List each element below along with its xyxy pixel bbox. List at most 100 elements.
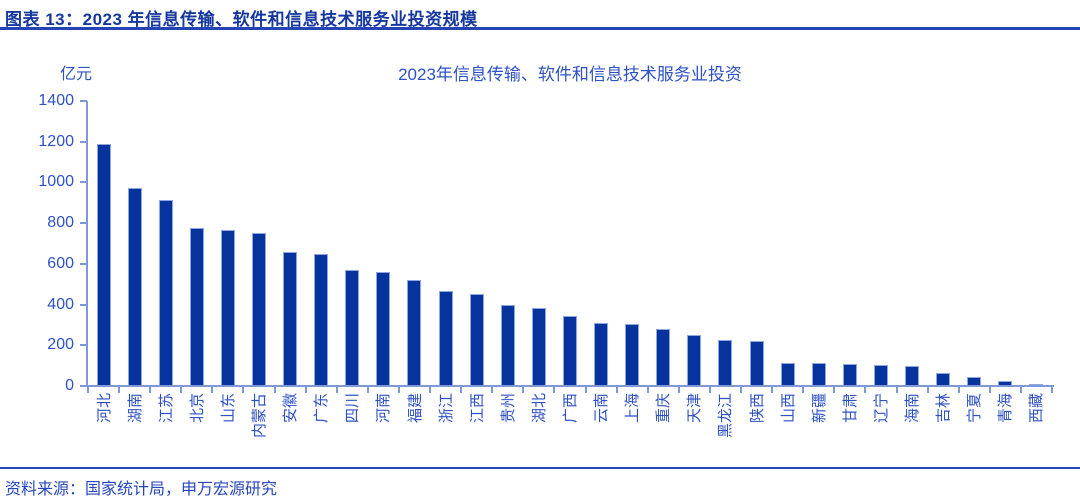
bar-福建	[407, 280, 422, 386]
bar-湖南	[127, 187, 142, 386]
bar-河北	[96, 143, 111, 386]
bar-陕西	[749, 341, 764, 386]
x-axis-label-text: 辽宁	[872, 393, 890, 424]
x-axis-label-text: 上海	[624, 393, 642, 424]
bar-cell	[959, 101, 990, 386]
x-axis-tick	[771, 387, 774, 393]
bar-新疆	[811, 363, 826, 386]
bar-cell	[88, 101, 119, 386]
bar-贵州	[500, 304, 515, 386]
bar-cell	[430, 101, 461, 386]
x-axis-label-text: 西藏	[1028, 393, 1046, 424]
bar-湖北	[531, 307, 546, 386]
y-axis-tick	[80, 181, 87, 184]
x-axis-tick	[926, 387, 929, 393]
x-axis-label-text: 云南	[593, 393, 611, 424]
bar-上海	[625, 323, 640, 386]
bar-cell	[554, 101, 585, 386]
x-axis-tick	[646, 387, 649, 393]
bar-cell	[586, 101, 617, 386]
bar-江苏	[158, 199, 173, 386]
bar-cell	[368, 101, 399, 386]
x-axis-label-text: 江苏	[157, 393, 175, 424]
x-axis-tick	[957, 387, 960, 393]
x-axis-label-text: 天津	[686, 393, 704, 424]
x-axis-label-text: 湖南	[126, 393, 144, 424]
x-axis-tick	[87, 387, 89, 393]
bar-山西	[780, 362, 795, 386]
bar-北京	[189, 228, 204, 386]
chart-title: 2023年信息传输、软件和信息技术服务业投资	[398, 65, 742, 84]
bar-cell	[1021, 101, 1052, 386]
bar-cell	[523, 101, 554, 386]
x-axis-label-text: 江西	[468, 393, 486, 424]
x-axis-label-text: 四川	[344, 393, 362, 424]
x-axis-label-text: 陕西	[748, 393, 766, 424]
y-axis-tick-label: 0	[65, 377, 74, 394]
bar-cell	[150, 101, 181, 386]
x-axis-tick	[491, 387, 494, 393]
y-axis-tick	[80, 262, 87, 265]
bar-cell	[648, 101, 679, 386]
x-axis-tick	[335, 387, 338, 393]
x-axis-tick	[429, 387, 432, 393]
x-axis-tick	[460, 387, 463, 393]
bar-cell	[212, 101, 243, 386]
x-axis-label-text: 河南	[375, 393, 393, 424]
y-axis-tick-label: 400	[47, 295, 74, 313]
x-axis-label-text: 山西	[779, 393, 797, 424]
bar-cell	[928, 101, 959, 386]
x-axis-label-text: 海南	[904, 393, 922, 424]
y-axis-tick-label: 200	[47, 336, 74, 354]
bar-江西	[469, 294, 484, 386]
x-axis-tick	[584, 387, 587, 393]
bar-cell	[461, 101, 492, 386]
x-axis-tick	[522, 387, 525, 393]
bar-cell	[990, 101, 1021, 386]
x-axis-tick	[895, 387, 898, 393]
x-axis-tick	[366, 387, 369, 393]
y-axis-tick	[80, 100, 87, 102]
y-axis-tick	[80, 385, 87, 387]
x-axis-tick	[242, 387, 245, 393]
x-axis-label-text: 新疆	[810, 393, 828, 424]
bar-cell	[275, 101, 306, 386]
bar-cell	[492, 101, 523, 386]
bar-cell	[803, 101, 834, 386]
footer-divider	[0, 467, 1080, 469]
x-axis-label-text: 山东	[219, 393, 237, 424]
y-axis-tick-label: 600	[47, 254, 74, 272]
x-axis-tick	[1051, 387, 1053, 393]
bar-cell	[399, 101, 430, 386]
bar-云南	[594, 322, 609, 386]
bar-cell	[741, 101, 772, 386]
x-axis-tick	[988, 387, 991, 393]
bar-黑龙江	[718, 340, 733, 386]
bar-cell	[834, 101, 865, 386]
x-axis-label-text: 广东	[313, 393, 331, 424]
x-axis-label-text: 浙江	[437, 393, 455, 424]
bar-广东	[314, 253, 329, 386]
bar-辽宁	[873, 364, 888, 386]
y-axis-tick-label: 1400	[38, 92, 74, 109]
x-axis-label-text: 宁夏	[966, 393, 984, 424]
bar-山东	[220, 230, 235, 386]
bar-天津	[687, 335, 702, 386]
x-axis-label-text: 青海	[997, 393, 1015, 424]
x-axis-label-text: 安徽	[282, 393, 300, 424]
bar-cell	[865, 101, 896, 386]
bar-cell	[181, 101, 212, 386]
x-axis-tick	[740, 387, 743, 393]
x-axis-tick	[304, 387, 307, 393]
x-axis-label-text: 吉林	[935, 393, 953, 424]
bar-cell	[710, 101, 741, 386]
x-axis-label-text: 湖北	[530, 393, 548, 424]
x-axis-tick	[864, 387, 867, 393]
bar-cell	[896, 101, 927, 386]
bar-cell	[772, 101, 803, 386]
y-axis-unit-label: 亿元	[60, 66, 93, 83]
bar-四川	[345, 269, 360, 386]
x-axis-tick	[833, 387, 836, 393]
bar-cell	[306, 101, 337, 386]
